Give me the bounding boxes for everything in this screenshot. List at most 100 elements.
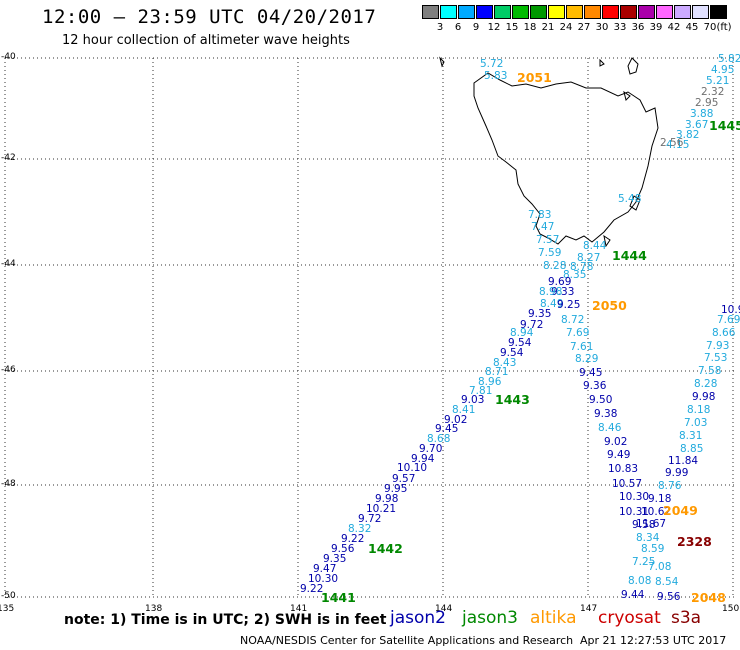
wave-height-label: 5.82 [718,53,740,65]
colorbar-tick-label: 27 [577,22,591,33]
pass-number-label: 1441 [321,590,356,605]
wave-height-label: 9.99 [665,467,688,479]
wave-height-label: 8.71 [485,366,508,378]
wave-height-label: 5.72 [480,58,503,70]
longitude-tick-label: 138 [145,604,163,614]
wave-height-label: 8.96 [478,376,502,388]
tasmania-coastline [439,56,659,248]
wave-height-label: 10.10 [397,462,427,474]
wave-height-label: 9.22 [341,533,364,545]
wave-height-label: 9.70 [419,443,442,455]
wave-height-label: 7.69 [566,327,589,339]
colorbar-tick-label: 42 [667,22,681,33]
colorbar-tick-label: 33 [613,22,627,33]
wave-height-label: 10.57 [612,478,642,490]
colorbar-tick-label: 15 [505,22,519,33]
wave-height-label: 9.38 [594,408,617,420]
wave-height-label: 5.83 [484,70,507,82]
wave-height-label: 9.18 [648,493,671,505]
wave-height-label: 9.94 [411,453,435,465]
wave-height-label: 7.93 [706,340,729,352]
wave-height-label: 9.56 [657,591,681,603]
wave-height-label: 8.28 [694,378,717,390]
wave-height-label: 9.58 [632,519,655,531]
mission-legend-jason3: jason3 [462,608,518,628]
wave-height-label: 9.02 [444,414,467,426]
colorbar-tick-label: 9 [472,22,480,33]
wave-height-label: 10.30 [308,573,338,585]
latitude-tick-label: -42 [1,153,16,163]
wave-height-label: 10.21 [366,503,396,515]
colorbar-tick-label: 18 [523,22,537,33]
wave-height-label: 8.76 [658,480,682,492]
wave-height-label: 10.94 [721,304,740,316]
colorbar-swatch [458,5,475,19]
pass-number-label: 2051 [517,70,552,85]
colorbar-tick-label: 6 [454,22,462,33]
wave-height-label: 9.47 [313,563,336,575]
wave-height-label: 8.41 [452,404,475,416]
wave-height-label: 7.25 [632,556,655,568]
colorbar-tick-label: 45 [685,22,699,33]
wave-height-label: 9.35 [323,553,346,565]
wave-height-label: 7.83 [528,209,551,221]
wave-height-label: 8.49 [540,298,563,310]
pass-number-label: 1443 [495,392,530,407]
wave-height-label: 9.98 [692,391,715,403]
bass-strait-islands [439,56,639,101]
footer-note: note: 1) Time is in UTC; 2) SWH is in fe… [64,612,387,628]
wave-height-label: 8.68 [427,433,450,445]
generation-timestamp: Apr 21 12:27:53 UTC 2017 [580,634,727,647]
wave-height-label: 9.33 [551,286,574,298]
wave-height-label: 9.72 [358,513,381,525]
wave-height-label: 8.18 [687,404,710,416]
colorbar-swatch [638,5,655,19]
wave-height-label: 9.45 [579,367,602,379]
wave-height-label: 2.95 [695,97,718,109]
pass-number-label: 2050 [592,298,627,313]
wave-height-label: 9.57 [392,473,415,485]
mission-legend-jason2: jason2 [390,608,446,628]
wave-height-label: 11.67 [636,518,666,530]
wave-height-label: 9.44 [621,589,645,601]
longitude-tick-label: 141 [290,604,308,614]
wave-height-label: 7.58 [698,365,721,377]
wave-height-label: 9.35 [528,308,551,320]
wave-height-label: 8.34 [636,532,660,544]
wave-height-label: 7.81 [469,385,492,397]
wave-height-label: 8.66 [712,327,736,339]
wave-height-label: 7.69 [717,314,740,326]
longitude-tick-label: 135 [0,604,15,614]
wave-height-label: 8.46 [598,422,622,434]
wave-height-label: 8.94 [510,327,534,339]
colorbar-tick-label: 21 [541,22,555,33]
wave-height-label: 7.47 [531,221,554,233]
wave-height-label: 9.25 [557,299,580,311]
wave-height-label: 9.02 [604,436,627,448]
mission-legend-altika: altika [530,608,577,628]
pass-number-label: 2328 [677,534,712,549]
wave-height-label: 2.32 [701,86,724,98]
latitude-tick-label: -44 [1,259,16,269]
longitude-tick-label: 144 [435,604,453,614]
mission-legend-cryosat: cryosat [598,608,661,628]
wave-height-label: 3.82 [676,129,699,141]
latitude-tick-label: -48 [1,479,16,489]
wave-height-label: 4.95 [711,64,734,76]
wave-height-label: 8.31 [679,430,702,442]
colorbar-swatch [674,5,691,19]
wave-height-label: 9.03 [461,394,484,406]
latitude-tick-label: -50 [1,591,16,601]
pass-number-label: 2048 [691,590,726,605]
wave-height-label: 9.95 [384,483,407,495]
latitude-tick-label: -46 [1,365,16,375]
pass-number-labels: 2051 1445 1444 2050 1443 2049 2328 1442 1441 2048 [321,70,740,605]
latitude-tick-label: -40 [1,52,16,62]
pass-number-label: 1444 [612,248,647,263]
longitude-tick-label: 147 [580,604,598,614]
map-title: 12:00 – 23:59 UTC 04/20/2017 [42,6,377,28]
pass-number-label: 1445 [709,118,740,133]
longitude-tick-label: 150 [722,604,740,614]
colorbar-swatch [440,5,457,19]
colorbar-swatch [602,5,619,19]
